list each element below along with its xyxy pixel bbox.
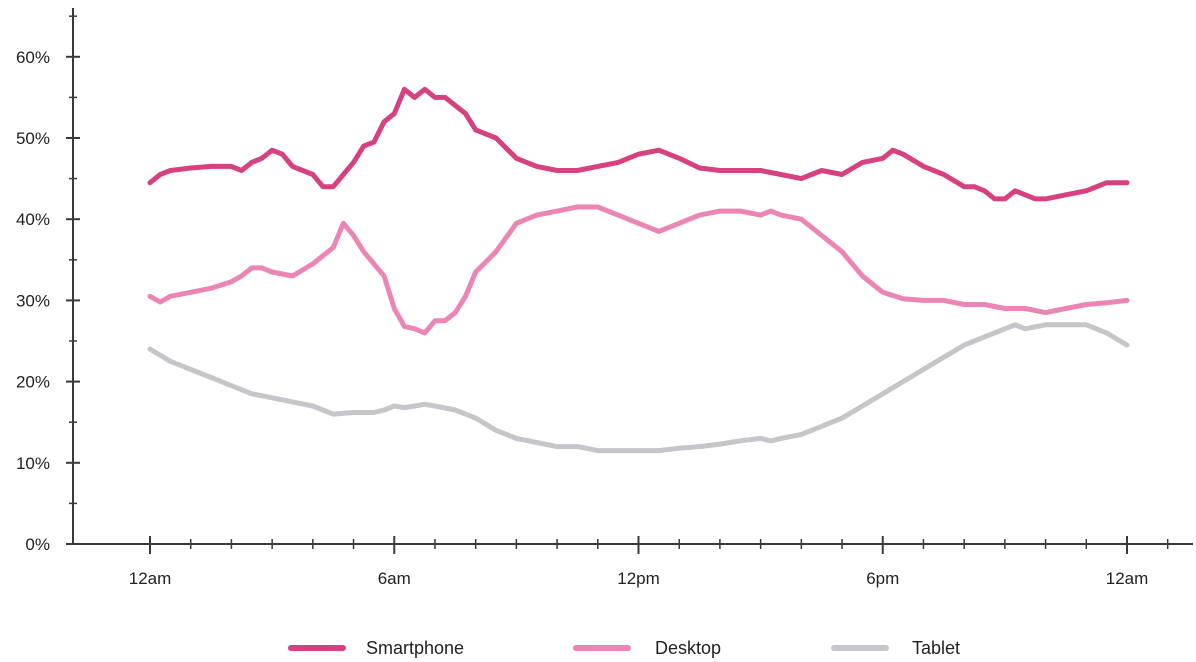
y-tick-label: 20% [16,373,50,392]
y-tick-label: 10% [16,454,50,473]
x-tick-label: 6am [378,569,411,588]
legend: Smartphone Desktop Tablet [288,638,960,658]
series-line-desktop [147,204,1130,336]
legend-label-desktop: Desktop [655,638,721,658]
y-tick-label: 60% [16,48,50,67]
x-tick-label: 12pm [617,569,660,588]
y-tick-label: 0% [25,535,50,554]
legend-label-tablet: Tablet [912,638,960,658]
x-tick-label: 6pm [866,569,899,588]
y-tick-label: 30% [16,291,50,310]
x-tick-label: 12am [1106,569,1149,588]
series-lines [147,86,1130,454]
x-tick-label: 12am [129,569,172,588]
y-tick-label: 40% [16,210,50,229]
legend-label-smartphone: Smartphone [366,638,464,658]
series-line-tablet [147,322,1130,454]
y-tick-label: 50% [16,129,50,148]
axes: 0% 10% 20% 30% 40% 50% 60% 12am 6am 12pm 6pm 12am [16,8,1193,588]
series-line-smartphone [147,86,1130,202]
